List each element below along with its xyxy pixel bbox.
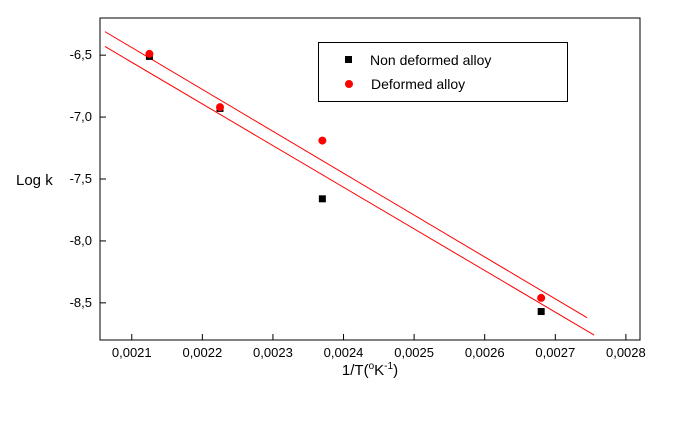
data-point-circle — [145, 49, 154, 58]
legend-item-non-deformed: Non deformed alloy — [319, 52, 567, 68]
legend-label-non-deformed: Non deformed alloy — [370, 51, 492, 68]
x-axis-label-base: 1/T( — [341, 362, 369, 379]
x-tick-label: 0,0025 — [394, 345, 434, 360]
x-tick-label: 0,0024 — [324, 345, 364, 360]
x-tick-label: 0,0022 — [182, 345, 222, 360]
data-point-circle — [537, 293, 546, 302]
x-tick-label: 0,0026 — [465, 345, 505, 360]
y-axis-label: Log k — [16, 172, 53, 189]
x-axis-label-unit: K — [374, 362, 385, 379]
y-tick-label: -7,5 — [70, 171, 92, 186]
x-axis-label-close: ) — [393, 362, 399, 379]
x-axis-label: 1/T(oK-1) — [100, 361, 640, 379]
legend-label-deformed: Deformed alloy — [371, 76, 466, 93]
y-tick-label: -8,0 — [70, 233, 92, 248]
circle-marker-icon — [345, 80, 353, 89]
x-tick-label: 0,0023 — [253, 345, 293, 360]
degree-symbol: o — [368, 361, 375, 372]
data-point-circle — [318, 136, 327, 145]
y-tick-label: -8,5 — [70, 295, 92, 310]
square-marker-icon — [345, 56, 352, 64]
y-tick-label: -7,0 — [70, 109, 92, 124]
data-point-square — [318, 195, 326, 203]
trend-line-deformed-fit — [104, 31, 588, 319]
y-tick-label: -6,5 — [70, 47, 92, 62]
legend-item-deformed: Deformed alloy — [319, 76, 567, 92]
x-tick-label: 0,0027 — [535, 345, 575, 360]
legend: Non deformed alloy Deformed alloy — [318, 42, 568, 102]
trend-line-non-deformed-fit — [104, 46, 595, 336]
data-point-circle — [216, 103, 224, 112]
x-tick-label: 0,0028 — [606, 345, 646, 360]
x-tick-label: 0,0021 — [112, 345, 152, 360]
x-axis-label-exponent: -1 — [384, 361, 394, 372]
data-point-square — [537, 308, 545, 316]
